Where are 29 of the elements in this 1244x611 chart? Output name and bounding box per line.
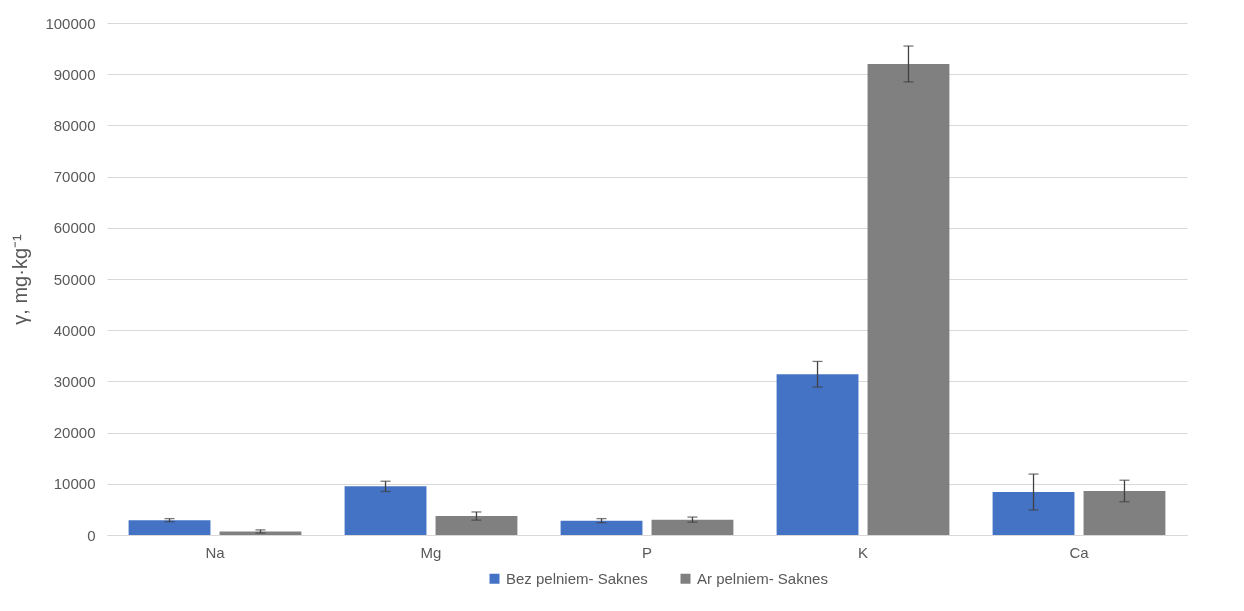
y-axis-title: γ, mg·kg⁻¹ xyxy=(9,233,32,325)
bar xyxy=(128,520,211,535)
y-tick-label: 60000 xyxy=(53,219,96,237)
y-tick-label: 0 xyxy=(87,526,96,544)
bar xyxy=(867,63,950,535)
x-tick-label: Ca xyxy=(1069,543,1090,561)
bar xyxy=(435,516,518,535)
y-tick-label: 50000 xyxy=(53,270,96,288)
bar xyxy=(651,519,734,535)
bar xyxy=(776,374,859,535)
y-tick-label: 100000 xyxy=(45,14,96,32)
y-tick-label: 20000 xyxy=(53,424,96,442)
x-tick-label: P xyxy=(641,543,653,561)
legend-label: Bez pelniem- Saknes xyxy=(506,569,648,587)
y-tick-label: 80000 xyxy=(53,116,96,134)
bar xyxy=(992,491,1075,535)
y-tick-label: 70000 xyxy=(53,168,96,186)
x-tick-label: K xyxy=(857,543,869,561)
bar xyxy=(1083,490,1166,535)
bar xyxy=(344,486,427,535)
x-tick-label: Mg xyxy=(420,543,442,561)
legend-label: Ar pelniem- Saknes xyxy=(697,569,828,587)
bar xyxy=(560,520,643,535)
y-tick-label: 40000 xyxy=(53,321,96,339)
y-tick-label: 10000 xyxy=(53,475,96,493)
bar xyxy=(219,531,302,535)
y-tick-label: 30000 xyxy=(53,372,96,390)
y-tick-label: 90000 xyxy=(53,65,96,83)
x-tick-label: Na xyxy=(205,543,226,561)
